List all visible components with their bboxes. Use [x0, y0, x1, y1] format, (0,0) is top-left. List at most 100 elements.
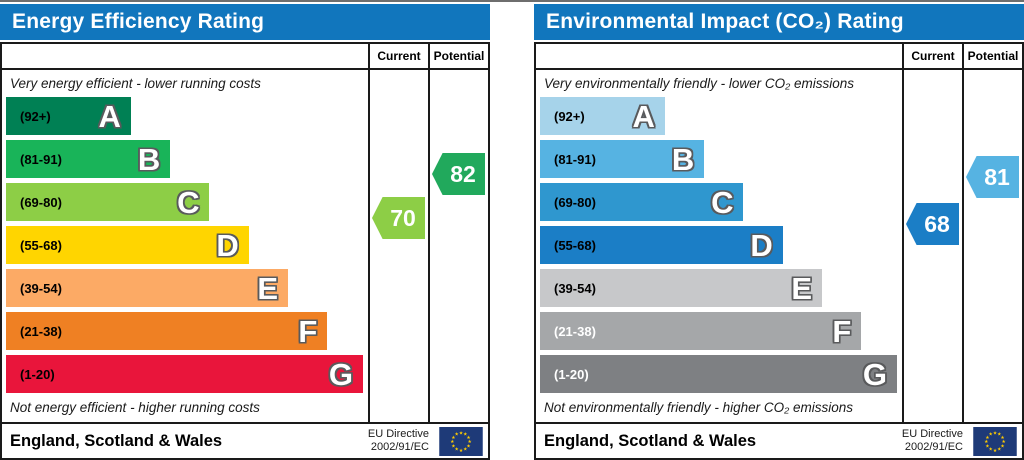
svg-text:★: ★ — [466, 443, 471, 449]
header-spacer-cell — [2, 44, 368, 68]
current-column: 70 — [368, 70, 428, 422]
band-letter: A — [98, 98, 121, 134]
band-letter: F — [298, 313, 318, 349]
svg-text:★: ★ — [468, 439, 473, 445]
svg-text:★: ★ — [1000, 434, 1005, 440]
current-score-value: 68 — [924, 210, 950, 237]
svg-text:★: ★ — [993, 430, 998, 436]
current-column-header: Current — [368, 44, 428, 68]
panel-title-bar: Environmental Impact (CO₂) Rating — [534, 4, 1024, 40]
potential-score-arrow: 82 — [432, 153, 485, 195]
svg-text:★: ★ — [466, 434, 471, 440]
band-bar-b: (81-91) B — [6, 140, 171, 178]
region-label: England, Scotland & Wales — [544, 431, 757, 450]
table-footer: England, Scotland & Wales EU Directive 2… — [536, 422, 1022, 458]
energy-efficiency-panel: Energy Efficiency Rating Current Potenti… — [0, 2, 490, 460]
band-letter: E — [791, 270, 813, 306]
environmental-impact-panel: Environmental Impact (CO₂) Rating Curren… — [534, 2, 1024, 460]
svg-text:★: ★ — [463, 431, 468, 437]
svg-text:★: ★ — [463, 446, 468, 452]
bands-column: Very energy efficient - lower running co… — [2, 70, 368, 422]
band-letter: C — [177, 184, 200, 220]
bands: (92+) A (81-91) B (69-80) C (55-68) D (39-54) E (2… — [536, 97, 902, 393]
band-range-label: (1-20) — [20, 366, 55, 382]
eu-flag-icon: ★ ★ ★★ ★★ ★★ ★★ ★★ — [973, 426, 1017, 456]
table-footer: England, Scotland & Wales EU Directive 2… — [2, 422, 488, 458]
band-row-c: (69-80) C — [540, 183, 897, 221]
potential-score-arrow: 81 — [966, 156, 1019, 198]
bottom-note: Not environmentally friendly - higher CO… — [544, 400, 854, 415]
band-row-a: (92+) A — [6, 97, 363, 135]
band-bar-d: (55-68) D — [6, 226, 249, 264]
page-title: Energy Efficiency Rating — [12, 10, 265, 33]
band-range-label: (55-68) — [554, 237, 596, 253]
potential-column: 81 — [962, 70, 1022, 422]
band-bar-e: (39-54) E — [540, 269, 823, 307]
band-bar-c: (69-80) C — [6, 183, 210, 221]
potential-column-header: Potential — [962, 44, 1022, 68]
band-range-label: (69-80) — [20, 194, 62, 210]
table-header-row: Current Potential — [2, 44, 488, 70]
band-row-f: (21-38) F — [540, 312, 897, 350]
band-range-label: (92+) — [20, 108, 51, 124]
table-header-row: Current Potential — [536, 44, 1022, 70]
potential-column: 82 — [428, 70, 488, 422]
current-score-value: 70 — [390, 204, 416, 231]
band-range-label: (39-54) — [20, 280, 62, 296]
band-range-label: (69-80) — [554, 194, 596, 210]
band-row-d: (55-68) D — [540, 226, 897, 264]
band-range-label: (81-91) — [554, 151, 596, 167]
band-row-d: (55-68) D — [6, 226, 363, 264]
band-bar-a: (92+) A — [540, 97, 665, 135]
current-score-arrow: 70 — [372, 197, 425, 239]
band-range-label: (39-54) — [554, 280, 596, 296]
svg-text:★: ★ — [451, 434, 456, 440]
svg-text:★: ★ — [1002, 439, 1007, 445]
panel-title-bar: Energy Efficiency Rating — [0, 4, 490, 40]
band-row-g: (1-20) G — [6, 355, 363, 393]
band-row-e: (39-54) E — [540, 269, 897, 307]
band-letter: B — [671, 141, 695, 177]
eu-flag-icon: ★ ★ ★★ ★★ ★★ ★★ ★★ — [439, 426, 483, 456]
band-row-b: (81-91) B — [540, 140, 897, 178]
band-range-label: (55-68) — [20, 237, 62, 253]
band-letter: F — [832, 313, 852, 349]
band-bar-c: (69-80) C — [540, 183, 744, 221]
svg-text:★: ★ — [984, 439, 989, 445]
band-row-c: (69-80) C — [6, 183, 363, 221]
eu-directive-label: EU Directive 2002/91/EC — [901, 427, 963, 453]
svg-text:★: ★ — [459, 447, 464, 453]
svg-text:★: ★ — [450, 439, 455, 445]
region-label: England, Scotland & Wales — [10, 431, 223, 450]
band-letter: B — [137, 141, 161, 177]
band-range-label: (21-38) — [554, 323, 596, 339]
rating-table: Current Potential Very environmentally f… — [534, 42, 1024, 460]
chart-body: Very energy efficient - lower running co… — [2, 70, 488, 422]
bands-column: Very environmentally friendly - lower CO… — [536, 70, 902, 422]
band-range-label: (21-38) — [20, 323, 62, 339]
band-letter: A — [632, 98, 655, 134]
chart-body: Very environmentally friendly - lower CO… — [536, 70, 1022, 422]
svg-text:★: ★ — [985, 434, 990, 440]
band-letter: D — [216, 227, 239, 263]
band-range-label: (81-91) — [20, 151, 62, 167]
band-letter: G — [862, 356, 887, 392]
rating-table: Current Potential Very energy efficient … — [0, 42, 490, 460]
svg-text:★: ★ — [988, 446, 993, 452]
band-bar-g: (1-20) G — [6, 355, 363, 393]
current-column: 68 — [902, 70, 962, 422]
svg-text:★: ★ — [985, 443, 990, 449]
band-bar-f: (21-38) F — [6, 312, 328, 350]
header-spacer-cell — [536, 44, 902, 68]
current-score-arrow: 68 — [906, 203, 959, 245]
band-letter: G — [328, 356, 353, 392]
band-row-e: (39-54) E — [6, 269, 363, 307]
band-range-label: (92+) — [554, 108, 585, 124]
svg-text:★: ★ — [997, 431, 1002, 437]
current-column-header: Current — [902, 44, 962, 68]
band-letter: D — [750, 227, 773, 263]
svg-text:★: ★ — [1000, 443, 1005, 449]
band-row-f: (21-38) F — [6, 312, 363, 350]
band-letter: C — [711, 184, 734, 220]
